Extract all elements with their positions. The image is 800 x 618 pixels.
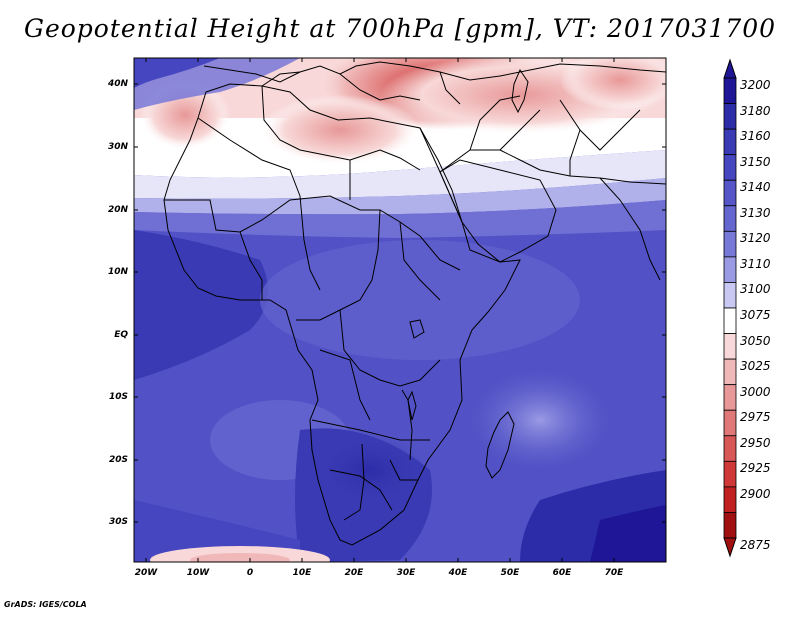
lat-label-20n: 20N [107, 205, 128, 215]
colorbar-label-3025: 3025 [740, 359, 771, 374]
colorbar-label-3000: 3000 [740, 384, 771, 399]
colorbar-label-3150: 3150 [740, 154, 771, 169]
coastlines [163, 61, 666, 546]
colorbar-swatch-5 [723, 205, 737, 232]
colorbar-swatch-2 [723, 128, 737, 156]
lat-label-40n: 40N [107, 79, 128, 89]
lat-label-eq: EQ [114, 330, 128, 340]
colorbar-label-2875: 2875 [740, 538, 771, 552]
colorbar-swatch-11 [723, 358, 737, 386]
map-title: Geopotential Height at 700hPa [gpm], VT:… [23, 14, 777, 43]
colorbar-swatch-17 [723, 512, 737, 539]
colorbar-swatch-6 [723, 230, 737, 258]
colorbar-label-3160: 3160 [740, 129, 771, 144]
lon-label-50e: 50E [500, 568, 520, 578]
colorbar-swatch-9 [723, 307, 737, 334]
colorbar-top-arrow [723, 58, 737, 79]
colorbar-label-3120: 3120 [740, 231, 771, 246]
colorbar-label-2925: 2925 [740, 461, 771, 476]
lon-label-60e: 60E [552, 568, 572, 578]
colorbar-label-3140: 3140 [740, 180, 771, 195]
lon-label-70e: 70E [604, 568, 624, 578]
axis-ticks [134, 58, 666, 562]
lon-label-10e: 10E [292, 568, 312, 578]
colorbar-label-3200: 3200 [740, 78, 771, 92]
colorbar-swatch-16 [723, 486, 737, 513]
colorbar-swatch-1 [723, 103, 737, 130]
colorbar-label-3180: 3180 [740, 103, 771, 118]
colorbar-swatch-12 [723, 384, 737, 411]
colorbar-swatch-15 [723, 460, 737, 488]
colorbar-bottom-arrow [723, 537, 737, 558]
lon-label-10w: 10W [186, 568, 210, 578]
colorbar-label-3130: 3130 [740, 205, 771, 220]
colorbar [723, 58, 737, 558]
colorbar-swatch-3 [723, 154, 737, 181]
colorbar-swatch-10 [723, 333, 737, 360]
colorbar-swatch-8 [723, 282, 737, 309]
map-border [133, 57, 667, 563]
colorbar-label-2975: 2975 [740, 410, 771, 425]
lat-label-20s: 20S [108, 455, 128, 465]
colorbar-swatch-7 [723, 256, 737, 283]
lon-label-40e: 40E [448, 568, 468, 578]
height-field [134, 58, 666, 562]
lon-label-20e: 20E [344, 568, 364, 578]
lat-label-10s: 10S [108, 392, 128, 402]
colorbar-label-2900: 2900 [740, 486, 771, 501]
colorbar-swatch-0 [723, 77, 737, 104]
lat-label-30n: 30N [107, 142, 128, 152]
colorbar-label-3050: 3050 [740, 333, 771, 348]
colorbar-label-3110: 3110 [740, 256, 771, 271]
colorbar-label-3100: 3100 [740, 282, 771, 297]
lon-label-30e: 30E [396, 568, 416, 578]
colorbar-label-3075: 3075 [740, 308, 771, 322]
colorbar-label-2950: 2950 [740, 435, 771, 450]
lon-label-20w: 20W [134, 568, 158, 578]
colorbar-swatch-4 [723, 179, 737, 207]
lat-label-10n: 10N [107, 267, 128, 277]
lat-label-30s: 30S [108, 517, 128, 527]
lon-label-0: 0 [246, 568, 254, 578]
grads-credit: GrADS: IGES/COLA [4, 600, 87, 609]
colorbar-swatch-13 [723, 409, 737, 437]
colorbar-swatch-14 [723, 435, 737, 462]
